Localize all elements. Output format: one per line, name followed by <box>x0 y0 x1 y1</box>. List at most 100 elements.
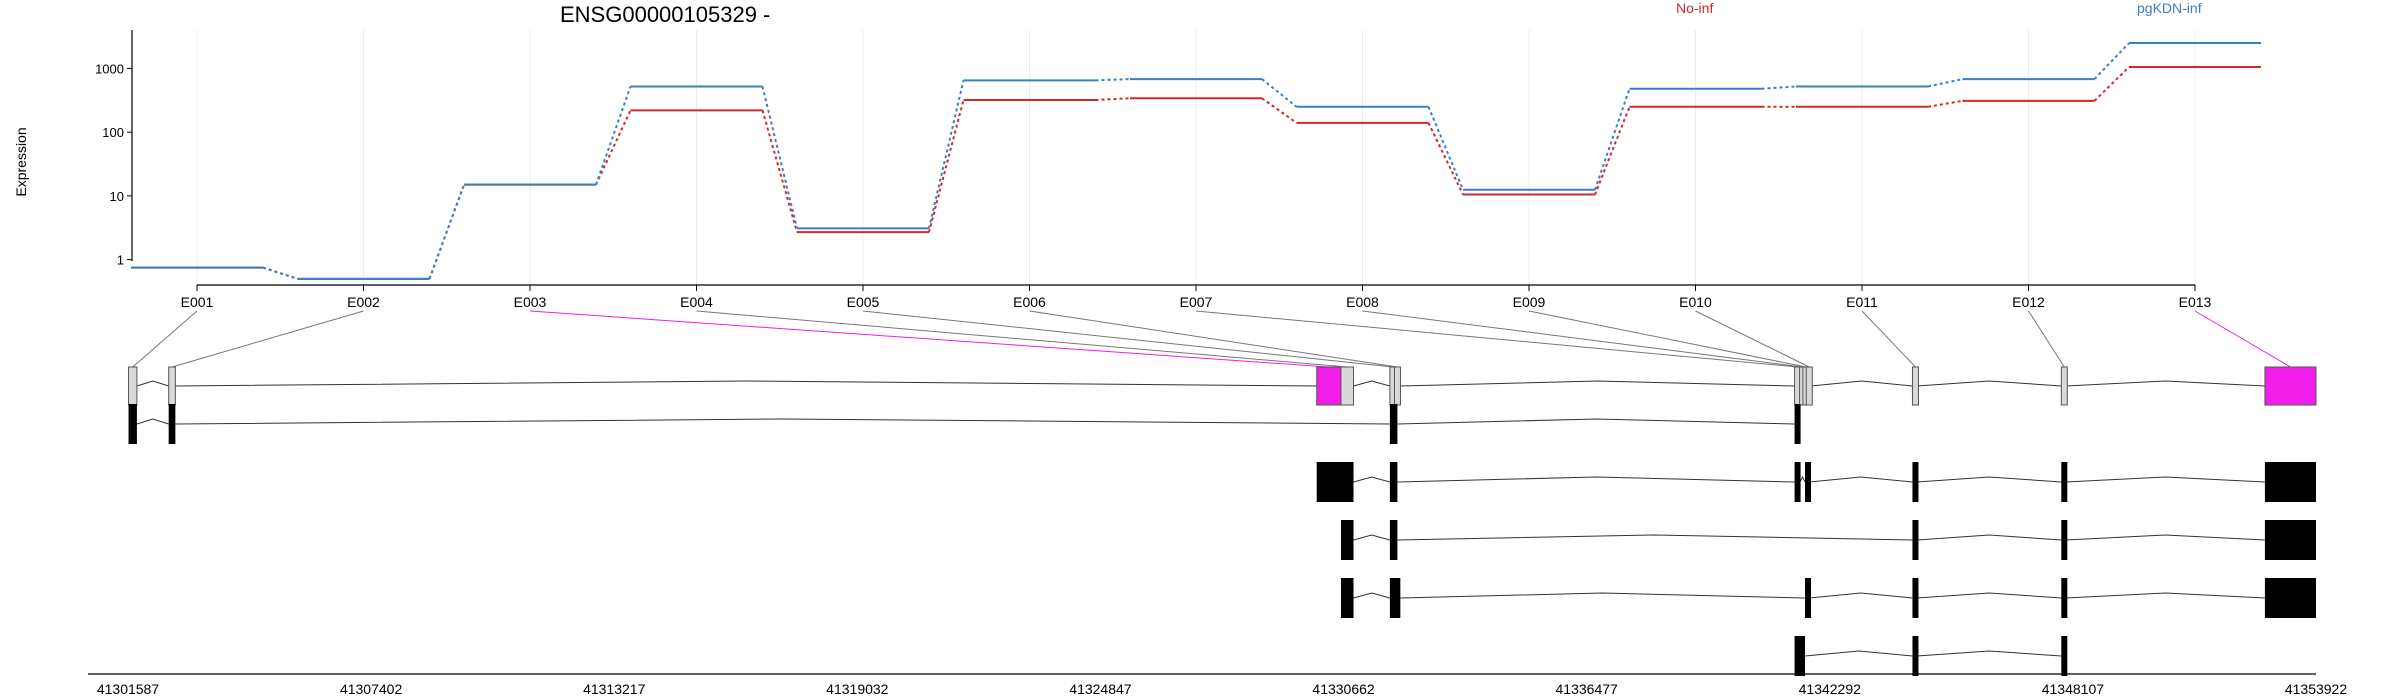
exon-box-e011 <box>1911 366 1919 406</box>
intron-line <box>2065 380 2265 387</box>
series-connector <box>1427 122 1464 195</box>
y-tick-label: 10 <box>110 189 124 204</box>
x-tick-label-e012: E012 <box>2012 294 2045 310</box>
series-connector <box>1761 85 1797 90</box>
series-connector <box>1261 97 1298 124</box>
x-tick-label-e008: E008 <box>1346 294 1379 310</box>
series-connector <box>1594 106 1631 195</box>
exon-box-e004 <box>1340 366 1355 406</box>
x-tick-label-e009: E009 <box>1513 294 1546 310</box>
series-connector <box>928 80 965 229</box>
axes: 1 10 100 1000 E001 E002 E003 E004 E005 E006 E007 E0… <box>95 30 2212 310</box>
x-tick-label-e003: E003 <box>514 294 547 310</box>
intron-line <box>2065 592 2265 599</box>
connector-e012 <box>2028 310 2065 368</box>
transcript-exon <box>1912 636 1919 676</box>
connector-e004 <box>696 310 1348 368</box>
transcript-exon <box>1794 404 1801 444</box>
coord-tick-label: 41301587 <box>97 681 160 697</box>
transcript-1 <box>128 404 1801 444</box>
series-connector <box>1095 97 1131 101</box>
intron-line <box>1809 592 1913 599</box>
transcript-3 <box>1340 520 2316 560</box>
series-no-inf <box>131 66 2261 280</box>
x-tick-label-e010: E010 <box>1679 294 1712 310</box>
exon-box-e003 <box>1316 366 1342 406</box>
transcripts <box>128 404 2316 676</box>
transcript-exon <box>1912 520 1919 560</box>
transcript-exon <box>2061 578 2068 618</box>
series-connector <box>928 99 965 233</box>
transcript-exon <box>2264 462 2316 502</box>
intron-line <box>136 418 169 425</box>
y-tick-label: 1000 <box>95 61 124 76</box>
intron-line <box>2065 476 2265 483</box>
series-connector <box>1427 106 1464 191</box>
intron-line <box>1397 476 1795 483</box>
transcript-exon <box>1389 462 1398 502</box>
series-connector <box>1261 78 1298 108</box>
transcript-4 <box>1340 578 2316 618</box>
intron-line <box>1353 534 1391 541</box>
series-connector <box>1594 88 1631 191</box>
transcript-exon <box>2061 636 2068 676</box>
connector-e002 <box>171 310 364 368</box>
exon-box-e006 <box>1393 366 1401 406</box>
y-tick-label: 1 <box>117 253 124 268</box>
series-connector <box>428 184 465 280</box>
x-tick-label-e004: E004 <box>680 294 713 310</box>
intron-line <box>1917 650 2062 657</box>
legend-no-inf: No-inf <box>1676 0 1713 16</box>
coordinate-axis: 41301587 41307402 41313217 41319032 41324847… <box>88 673 2347 697</box>
y-tick-label: 100 <box>102 125 124 140</box>
connector-e001 <box>132 310 198 368</box>
connector-e011 <box>1861 310 1916 368</box>
series-lines <box>131 42 2261 280</box>
x-tick-label-e013: E013 <box>2179 294 2212 310</box>
x-tick-label-e007: E007 <box>1180 294 1213 310</box>
intron-line <box>1353 476 1391 483</box>
transcript-exon <box>1340 520 1354 560</box>
intron-line <box>1397 534 1913 541</box>
transcript-exon <box>1805 462 1812 502</box>
transcript-exon <box>1389 520 1398 560</box>
coord-tick-label: 41313217 <box>583 681 646 697</box>
x-tick-label-e011: E011 <box>1846 294 1878 310</box>
transcript-5 <box>1794 636 2068 676</box>
connector-e006 <box>1029 310 1398 368</box>
coord-tick-label: 41342292 <box>1799 681 1862 697</box>
exon-box-e001 <box>128 366 138 406</box>
intron-line <box>1353 380 1391 387</box>
transcript-exon <box>1912 578 1919 618</box>
intron-line <box>1397 418 1795 425</box>
transcript-exon <box>1316 462 1354 502</box>
connector-e009 <box>1528 310 1807 368</box>
x-tick-label-e006: E006 <box>1013 294 1046 310</box>
transcript-2 <box>1316 462 2316 502</box>
transcript-exon <box>2061 462 2068 502</box>
series-connector <box>2093 66 2130 102</box>
series-connector <box>595 109 632 186</box>
transcript-exon <box>1794 462 1801 502</box>
series-connector <box>1927 78 1963 88</box>
transcript-exon <box>1340 578 1354 618</box>
connector-e010 <box>1695 310 1810 368</box>
exon-box-e010 <box>1805 366 1813 406</box>
intron-line <box>175 418 1390 425</box>
x-tick-label-e002: E002 <box>347 294 380 310</box>
series-connector <box>2093 42 2130 80</box>
transcript-exon <box>1794 636 1806 676</box>
connector-e003 <box>529 310 1329 368</box>
coord-tick-label: 41324847 <box>1069 681 1132 697</box>
intron-line <box>1917 534 2062 541</box>
connector-e013 <box>2194 310 2291 368</box>
transcript-exon <box>168 404 176 444</box>
intron-line <box>1810 380 1913 387</box>
exon-connectors <box>132 310 2291 368</box>
series-connector <box>761 110 798 233</box>
coord-tick-label: 41336477 <box>1556 681 1619 697</box>
gridlines <box>196 30 2196 285</box>
intron-line <box>2065 534 2265 541</box>
series-connector <box>761 86 798 229</box>
